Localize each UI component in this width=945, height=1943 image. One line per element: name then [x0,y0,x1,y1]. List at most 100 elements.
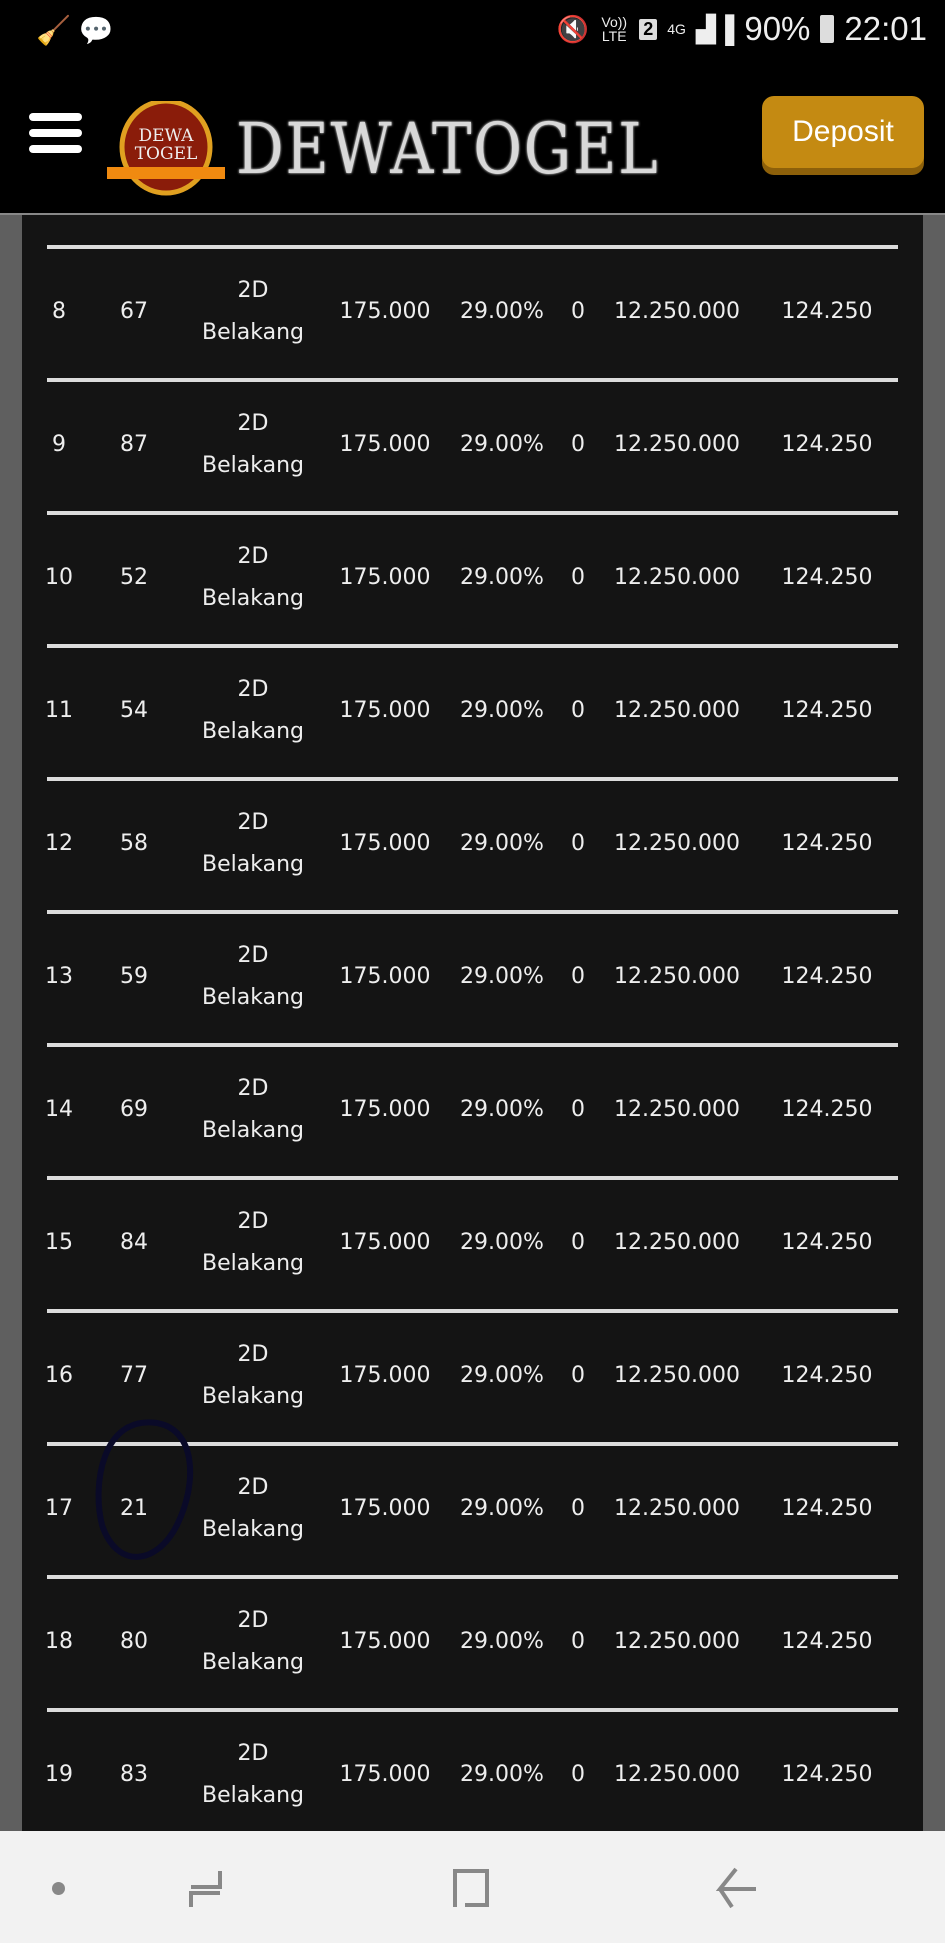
cell-number: 54 [120,697,148,723]
cell-number: 58 [120,830,148,856]
table-row: 17 21 2D Belakang 175.000 29.00% 0 12.250.000 12… [22,1442,923,1575]
cell-no: 8 [52,298,66,324]
cell-pay: 124.250 [781,697,873,723]
cell-win: 0 [571,564,585,590]
cell-type: 2D Belakang [202,511,304,644]
table-row: 12 58 2D Belakang 175.000 29.00% 0 12.250.000 12… [22,777,923,910]
clock: 22:01 [844,10,927,47]
cell-win: 0 [571,697,585,723]
cell-pay: 124.250 [781,1495,873,1521]
cell-prize: 12.250.000 [614,697,740,723]
table-row: 15 84 2D Belakang 175.000 29.00% 0 12.250.000 12… [22,1176,923,1309]
mute-icon: 🔇 [556,13,590,44]
type-line2: Belakang [202,1250,304,1276]
table-row: 16 77 2D Belakang 175.000 29.00% 0 12.250.000 12… [22,1309,923,1442]
cell-type: 2D Belakang [202,1575,304,1708]
sim-indicator: 2 [639,18,658,40]
row-divider [47,1575,898,1579]
cell-no: 13 [45,963,73,989]
cell-discount: 29.00% [460,1495,544,1521]
menu-icon[interactable] [29,113,82,161]
cell-prize: 12.250.000 [614,1495,740,1521]
row-divider [47,644,898,648]
type-line2: Belakang [202,1782,304,1808]
cell-prize: 12.250.000 [614,298,740,324]
cell-bet: 175.000 [339,1628,431,1654]
cell-bet: 175.000 [339,830,431,856]
battery-percent: 90% [744,10,811,47]
deposit-button[interactable]: Deposit [762,96,924,168]
row-divider [47,1309,898,1313]
cell-pay: 124.250 [781,298,873,324]
bet-table: 8 67 2D Belakang 175.000 29.00% 0 12.250.000 124… [22,215,923,1831]
cell-prize: 12.250.000 [614,963,740,989]
cell-discount: 29.00% [460,1229,544,1255]
dot-icon[interactable] [52,1882,65,1895]
cell-win: 0 [571,1096,585,1122]
brand-name: DEWATOGEL [236,108,660,190]
cell-discount: 29.00% [460,1362,544,1388]
cell-bet: 175.000 [339,1229,431,1255]
signal-icon: ▟▐ [695,13,735,44]
cell-pay: 124.250 [781,830,873,856]
cell-discount: 29.00% [460,963,544,989]
cell-discount: 29.00% [460,564,544,590]
type-line1: 2D [237,277,269,303]
messenger-icon: 💬 [78,15,114,46]
type-line2: Belakang [202,585,304,611]
type-line1: 2D [237,1208,269,1234]
logo-emblem[interactable]: DEWA TOGEL [105,101,227,197]
cell-prize: 12.250.000 [614,431,740,457]
cell-bet: 175.000 [339,963,431,989]
cell-number: 77 [120,1362,148,1388]
row-divider [47,511,898,515]
type-line1: 2D [237,676,269,702]
cell-win: 0 [571,1362,585,1388]
cell-no: 19 [45,1761,73,1787]
table-row: 9 87 2D Belakang 175.000 29.00% 0 12.250.000 124… [22,378,923,511]
cell-bet: 175.000 [339,564,431,590]
site-header: DEWA TOGEL DEWATOGEL Deposit [0,68,945,215]
cell-type: 2D Belakang [202,1043,304,1176]
cell-prize: 12.250.000 [614,1628,740,1654]
cell-bet: 175.000 [339,1495,431,1521]
cell-type: 2D Belakang [202,1176,304,1309]
cell-prize: 12.250.000 [614,1229,740,1255]
type-line2: Belakang [202,851,304,877]
cell-no: 9 [52,431,66,457]
row-divider [47,1442,898,1446]
type-line2: Belakang [202,718,304,744]
status-bar: 🧹 💬 🔇 Vo)) LTE 2 4G ▟▐ 90% 22:01 [0,0,945,68]
type-line1: 2D [237,809,269,835]
cell-win: 0 [571,431,585,457]
table-row: 14 69 2D Belakang 175.000 29.00% 0 12.250.000 12… [22,1043,923,1176]
type-line1: 2D [237,1075,269,1101]
home-icon[interactable] [451,1867,491,1911]
row-divider [47,378,898,382]
cell-type: 2D Belakang [202,644,304,777]
cell-discount: 29.00% [460,1628,544,1654]
cell-type: 2D Belakang [202,245,304,378]
cell-win: 0 [571,1495,585,1521]
notification-icons: 🧹 💬 [36,14,114,47]
type-line2: Belakang [202,1383,304,1409]
svg-text:TOGEL: TOGEL [135,144,198,164]
table-row: 8 67 2D Belakang 175.000 29.00% 0 12.250.000 124… [22,245,923,378]
back-icon[interactable] [716,1867,760,1911]
cell-number: 21 [120,1495,148,1521]
type-line2: Belakang [202,1117,304,1143]
cell-type: 2D Belakang [202,1442,304,1575]
cell-type: 2D Belakang [202,1708,304,1831]
row-divider [47,1708,898,1712]
cell-win: 0 [571,1229,585,1255]
cell-bet: 175.000 [339,1761,431,1787]
cell-number: 52 [120,564,148,590]
row-divider [47,245,898,249]
type-line2: Belakang [202,1516,304,1542]
row-divider [47,1176,898,1180]
cell-type: 2D Belakang [202,378,304,511]
cell-discount: 29.00% [460,830,544,856]
android-nav-bar [0,1831,945,1943]
cell-pay: 124.250 [781,564,873,590]
recent-apps-icon[interactable] [187,1867,227,1911]
